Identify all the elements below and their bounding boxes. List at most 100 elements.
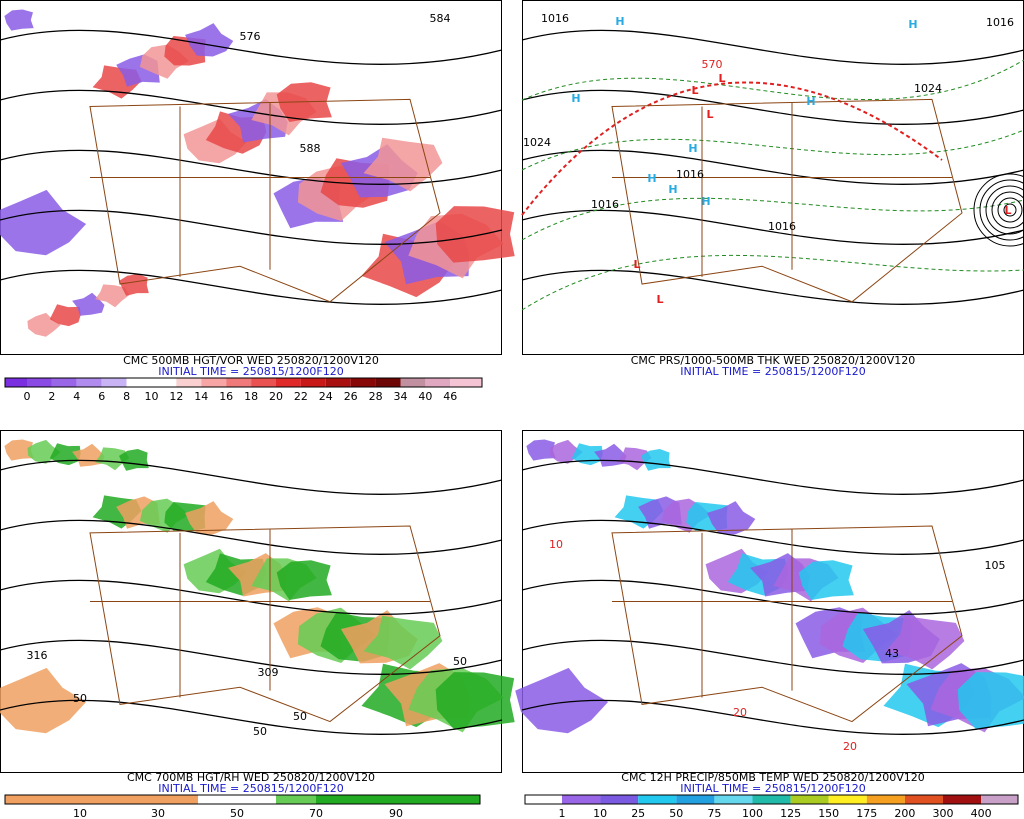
colorbar-segment (350, 378, 376, 387)
shaded-field (0, 189, 87, 256)
pressure-center: H (615, 15, 624, 28)
contour-label: 309 (258, 666, 279, 679)
colorbar-segment (51, 378, 77, 387)
pressure-center: H (701, 195, 710, 208)
contour-line (521, 639, 1024, 675)
low-contour (979, 179, 1024, 241)
colorbar-label: 4 (73, 390, 80, 403)
colorbar-segment (316, 795, 480, 804)
shaded-field (27, 312, 61, 337)
shaded-field (571, 443, 603, 466)
pressure-center: L (656, 293, 663, 306)
panel-caption: CMC 500MB HGT/VOR WED 250820/1200V120 (123, 354, 379, 367)
low-contour (973, 173, 1024, 247)
colorbar-label: 6 (98, 390, 105, 403)
contour-label: 20 (843, 740, 857, 753)
contour-label: 316 (27, 649, 48, 662)
shaded-field (363, 615, 443, 670)
colorbar-label: 75 (707, 807, 721, 819)
low-contour (997, 197, 1023, 223)
colorbar-segment (375, 378, 401, 387)
contour-label: 50 (293, 710, 307, 723)
colorbar-label: 25 (631, 807, 645, 819)
map-panel: CMC 700MB HGT/RH WED 250820/1200V120INIT… (0, 430, 515, 795)
colorbar-segment (151, 378, 177, 387)
contour-label: 50 (253, 725, 267, 738)
contour-label: 1016 (591, 198, 619, 211)
contour-line (521, 519, 1024, 555)
colorbar-label: 20 (269, 390, 283, 403)
colorbar-label: 50 (669, 807, 683, 819)
colorbar-label: 70 (309, 807, 323, 819)
colorbar-label: 46 (443, 390, 457, 403)
colorbar-label: 12 (169, 390, 183, 403)
pressure-center: L (1004, 204, 1011, 217)
shaded-field (185, 23, 234, 57)
contour-line (521, 699, 1024, 735)
contour-line (521, 29, 1024, 65)
panel-caption: CMC 700MB HGT/RH WED 250820/1200V120 (127, 771, 375, 784)
colorbar-segment (525, 795, 562, 804)
colorbar-label: 100 (742, 807, 763, 819)
shaded-field (798, 560, 854, 600)
initial-time: INITIAL TIME = 250815/1200F120 (680, 782, 865, 795)
shaded-field (276, 560, 332, 600)
pressure-center: L (691, 84, 698, 97)
colorbar-label: 10 (73, 807, 87, 819)
shaded-field (185, 501, 234, 535)
colorbar-segment (201, 378, 227, 387)
shaded-field (885, 615, 965, 670)
contour-label: 1024 (523, 136, 551, 149)
contour-line (0, 579, 503, 615)
shaded-field (119, 274, 149, 296)
initial-time: INITIAL TIME = 250815/1200F120 (158, 782, 343, 795)
colorbar-segment (425, 378, 451, 387)
contour-label: 1016 (986, 16, 1014, 29)
contour-label: 10 (549, 538, 563, 551)
colorbar-frame (4, 794, 481, 805)
contour-line (521, 89, 1024, 125)
thickness-line (521, 59, 1024, 101)
shaded-field (49, 443, 81, 466)
panel-caption: CMC 12H PRECIP/850MB TEMP WED 250820/120… (621, 771, 924, 784)
borders (89, 525, 441, 723)
colorbar-segment (226, 378, 252, 387)
colorbar-segment (638, 795, 677, 804)
colorbar-segment (325, 378, 351, 387)
initial-time: INITIAL TIME = 250815/1200F120 (680, 365, 865, 378)
colorbar-segment (904, 795, 943, 804)
colorbar-frame (524, 794, 1019, 805)
pressure-center: H (688, 142, 697, 155)
colorbar-frame (4, 377, 483, 388)
colorbar-label: 28 (369, 390, 383, 403)
pressure-center: L (633, 258, 640, 271)
contour-label: 50 (73, 692, 87, 705)
colorbar-label: 14 (194, 390, 208, 403)
colorbar-label: 30 (151, 807, 165, 819)
colorbar-label: 24 (319, 390, 333, 403)
contour-label: 588 (300, 142, 321, 155)
colorbar-segment (562, 795, 601, 804)
low-contour (991, 191, 1024, 229)
contour-label: 584 (430, 12, 451, 25)
colorbar-segment (450, 378, 482, 387)
contour-line (0, 29, 503, 65)
colorbar-segment (943, 795, 982, 804)
contour-label: 43 (885, 647, 899, 660)
colorbar-label: 26 (344, 390, 358, 403)
borders (611, 525, 963, 723)
contour-line (521, 269, 1024, 305)
colorbar-segment (600, 795, 639, 804)
colorbar-label: 200 (894, 807, 915, 819)
shaded-field (957, 672, 1024, 729)
colorbar-segment (176, 378, 202, 387)
shaded-field (4, 439, 34, 461)
colorbar-segment (76, 378, 102, 387)
contour-label: 50 (453, 655, 467, 668)
colorbar-segment (5, 378, 27, 387)
shaded-field (95, 284, 130, 308)
shaded-field (515, 667, 609, 734)
colorbar-label: 90 (389, 807, 403, 819)
colorbar-label: 2 (48, 390, 55, 403)
